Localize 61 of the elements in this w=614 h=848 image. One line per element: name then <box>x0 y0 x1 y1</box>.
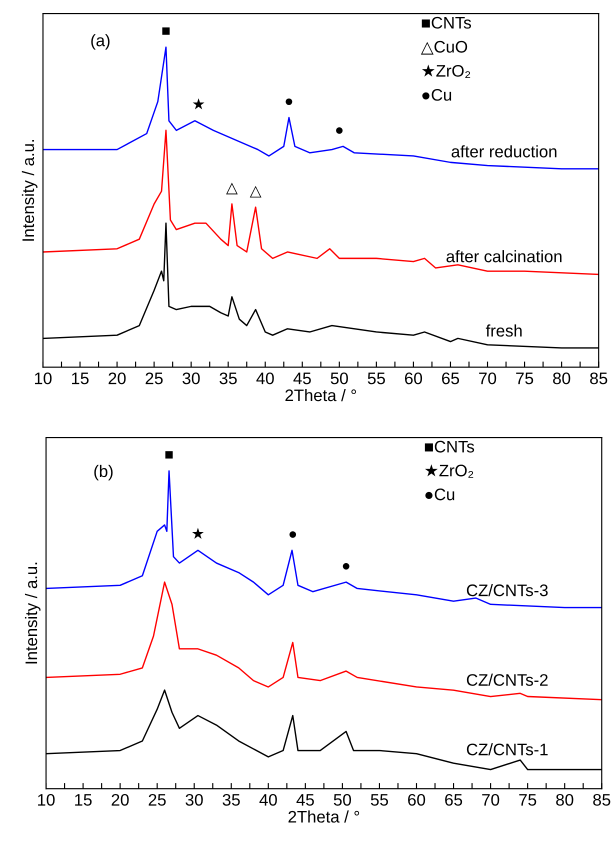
x-axis-title: 2Theta / ° <box>285 388 356 402</box>
text: ■CNTs <box>424 440 474 453</box>
x-tick-label: 50 <box>334 794 352 806</box>
annotation: ★ <box>192 528 204 539</box>
x-tick-label: 45 <box>296 794 314 806</box>
annotation: ■ <box>162 27 170 35</box>
x-tick-label: 60 <box>405 372 422 384</box>
x-tick-label: 20 <box>108 372 126 384</box>
annotation: ★ZrO₂ <box>422 64 470 78</box>
y-axis-title: Intensity / a.u. <box>24 562 40 664</box>
x-tick-label: 85 <box>593 794 610 806</box>
annotation: ● <box>289 531 296 538</box>
x-tick-label: 65 <box>442 372 460 384</box>
x-tick-label: 70 <box>479 372 496 384</box>
annotation: ● <box>286 98 292 106</box>
x-tick-label: 65 <box>445 794 462 806</box>
x-tick-label: 10 <box>34 372 52 384</box>
x-tick-label: 25 <box>146 372 163 384</box>
x-tick-label: 25 <box>148 794 166 806</box>
annotation: ●Cu <box>425 488 454 500</box>
x-tick-label: 80 <box>553 372 570 384</box>
x-tick-label: 30 <box>182 372 200 384</box>
series-label: after calcination <box>446 250 562 262</box>
annotation: △CuO <box>420 40 468 55</box>
x-tick-label: 45 <box>293 372 311 384</box>
annotation: ●Cu <box>422 88 452 101</box>
text: ■CNTs <box>422 16 472 29</box>
x-tick-label: 70 <box>482 794 500 806</box>
annotation: ★ZrO₂ <box>424 464 474 478</box>
annotation: △ <box>250 186 262 198</box>
x-tick-label: 40 <box>256 372 274 384</box>
series-label: CZ/CNTs-2 <box>466 674 548 686</box>
annotation: ● <box>336 127 343 134</box>
series-label: after reduction <box>452 145 556 158</box>
x-tick-label: 35 <box>220 372 237 384</box>
series-label: CZ/CNTs-1 <box>466 743 548 756</box>
annotation: ■ <box>165 451 173 459</box>
annotation: ● <box>342 563 350 570</box>
x-tick-label: 10 <box>38 794 55 806</box>
x-tick-label: 55 <box>368 372 385 384</box>
series-label: CZ/CNTs-3 <box>466 584 548 596</box>
x-tick-label: 75 <box>519 794 536 806</box>
x-tick-label: 80 <box>556 794 574 806</box>
x-tick-label: 30 <box>186 794 203 806</box>
x-tick-label: 60 <box>408 794 426 806</box>
x-tick-label: 40 <box>259 794 277 806</box>
x-tick-label: 50 <box>330 372 348 384</box>
series-label: fresh <box>486 324 522 337</box>
x-tick-label: 75 <box>516 372 534 384</box>
x-tick-label: 15 <box>75 794 92 806</box>
x-tick-label: 20 <box>112 794 129 806</box>
x-axis-title: 2Theta / ° <box>288 810 360 823</box>
annotation: (a) <box>91 34 110 50</box>
annotation: ★ <box>192 98 204 110</box>
annotation: △ <box>226 182 238 194</box>
annotation: (b) <box>94 464 113 480</box>
x-tick-label: 55 <box>370 794 388 806</box>
x-tick-label: 85 <box>590 372 608 384</box>
y-axis-title: Intensity / a.u. <box>22 140 38 241</box>
x-tick-label: 15 <box>72 372 89 384</box>
x-tick-label: 35 <box>222 794 240 806</box>
